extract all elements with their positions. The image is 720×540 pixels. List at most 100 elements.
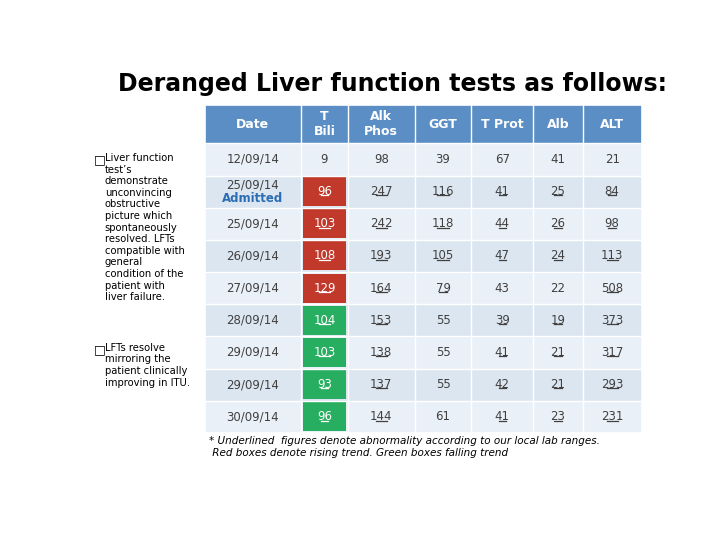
Text: 164: 164 (370, 281, 392, 295)
Text: 29/09/14: 29/09/14 (226, 378, 279, 391)
Text: 103: 103 (313, 346, 336, 359)
Text: T Prot: T Prot (481, 118, 523, 131)
Text: 44: 44 (495, 217, 510, 230)
Text: Admitted: Admitted (222, 192, 284, 205)
Text: Alk
Phos: Alk Phos (364, 110, 398, 138)
Bar (302, 274, 346, 302)
Bar (204, 105, 642, 433)
Text: 67: 67 (495, 153, 510, 166)
Bar (204, 240, 642, 272)
Text: 41: 41 (550, 153, 565, 166)
Text: Alb: Alb (546, 118, 569, 131)
Text: 27/09/14: 27/09/14 (226, 281, 279, 295)
Text: 12/09/14: 12/09/14 (226, 153, 279, 166)
Text: 55: 55 (436, 314, 451, 327)
Text: 93: 93 (317, 378, 332, 391)
Bar (204, 105, 301, 143)
Text: LFTs resolve
mirroring the
patient clinically
improving in ITU.: LFTs resolve mirroring the patient clini… (104, 343, 190, 388)
Text: * Underlined  figures denote abnormality according to our local lab ranges.
 Red: * Underlined figures denote abnormality … (209, 436, 600, 457)
Text: 39: 39 (495, 314, 510, 327)
Text: Deranged Liver function tests as follows:: Deranged Liver function tests as follows… (118, 72, 667, 96)
Bar (204, 272, 642, 304)
Text: 55: 55 (436, 346, 451, 359)
Text: 28/09/14: 28/09/14 (227, 314, 279, 327)
Text: 137: 137 (370, 378, 392, 391)
Bar (204, 401, 642, 433)
Text: 98: 98 (605, 217, 620, 230)
Text: 19: 19 (550, 314, 565, 327)
Text: 508: 508 (601, 281, 624, 295)
Text: Date: Date (236, 118, 269, 131)
Text: 105: 105 (432, 249, 454, 262)
Text: 24: 24 (550, 249, 565, 262)
Bar (302, 370, 346, 399)
Bar (204, 336, 642, 368)
Text: 41: 41 (495, 346, 510, 359)
Text: 98: 98 (374, 153, 389, 166)
Text: Liver function
test’s
demonstrate
unconvincing
obstructive
picture which
spontan: Liver function test’s demonstrate unconv… (104, 153, 184, 302)
Text: 29/09/14: 29/09/14 (226, 346, 279, 359)
Text: 144: 144 (370, 410, 392, 423)
Bar (533, 105, 582, 143)
Bar (302, 306, 346, 335)
Text: 41: 41 (495, 410, 510, 423)
Bar (302, 209, 346, 238)
Text: 55: 55 (436, 378, 451, 391)
Text: 96: 96 (317, 410, 332, 423)
Text: 116: 116 (432, 185, 454, 198)
Text: 21: 21 (550, 346, 565, 359)
Bar (348, 105, 415, 143)
Text: 25/09/14: 25/09/14 (227, 217, 279, 230)
Text: 118: 118 (432, 217, 454, 230)
Text: 317: 317 (601, 346, 624, 359)
Text: 42: 42 (495, 378, 510, 391)
Text: 103: 103 (313, 217, 336, 230)
Bar (204, 304, 642, 336)
Text: 153: 153 (370, 314, 392, 327)
Text: 25: 25 (550, 185, 565, 198)
Bar (204, 143, 642, 176)
Bar (301, 105, 348, 143)
Text: 84: 84 (605, 185, 620, 198)
Text: 25/09/14: 25/09/14 (227, 179, 279, 192)
Bar (302, 177, 346, 206)
Text: 61: 61 (436, 410, 451, 423)
Text: 79: 79 (436, 281, 451, 295)
Text: 43: 43 (495, 281, 510, 295)
Bar (415, 105, 472, 143)
Text: 22: 22 (550, 281, 565, 295)
Text: 21: 21 (605, 153, 620, 166)
Text: 96: 96 (317, 185, 332, 198)
Bar (204, 368, 642, 401)
Text: ALT: ALT (600, 118, 624, 131)
Bar (302, 241, 346, 271)
Text: 41: 41 (495, 185, 510, 198)
Text: 293: 293 (601, 378, 624, 391)
Bar (472, 105, 533, 143)
Text: 231: 231 (601, 410, 624, 423)
Text: 193: 193 (370, 249, 392, 262)
Text: T
Bili: T Bili (313, 110, 336, 138)
Bar (204, 176, 642, 208)
Text: 129: 129 (313, 281, 336, 295)
Bar (302, 402, 346, 431)
Text: 30/09/14: 30/09/14 (227, 410, 279, 423)
Text: 247: 247 (370, 185, 392, 198)
Text: 21: 21 (550, 378, 565, 391)
Text: 39: 39 (436, 153, 451, 166)
Bar (204, 208, 642, 240)
Text: 26: 26 (550, 217, 565, 230)
Text: 23: 23 (550, 410, 565, 423)
Text: 113: 113 (601, 249, 624, 262)
Text: □: □ (94, 343, 106, 356)
Bar (582, 105, 642, 143)
Text: 9: 9 (320, 153, 328, 166)
Text: □: □ (94, 153, 106, 166)
Text: 108: 108 (313, 249, 336, 262)
Text: GGT: GGT (428, 118, 457, 131)
Text: 138: 138 (370, 346, 392, 359)
Text: 242: 242 (370, 217, 392, 230)
Text: 104: 104 (313, 314, 336, 327)
Text: 373: 373 (601, 314, 624, 327)
Bar (302, 338, 346, 367)
